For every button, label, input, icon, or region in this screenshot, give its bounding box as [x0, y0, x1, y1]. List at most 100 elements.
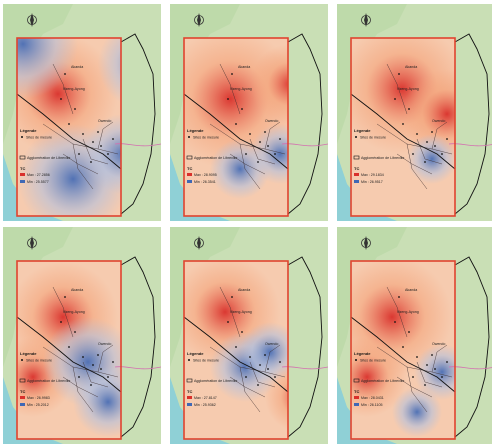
measurement-site-marker — [402, 123, 404, 125]
north-arrow-icon — [194, 13, 204, 27]
study-area-frame — [183, 37, 289, 217]
town-label: Owendo — [265, 119, 278, 123]
study-area-frame — [16, 260, 122, 440]
measurement-site-marker — [257, 384, 259, 386]
scale-low-swatch — [354, 180, 359, 183]
measurement-site-marker — [74, 331, 76, 333]
map-svg: Nzeng-Ayong Owendo Akanda Légende Sites de m… — [170, 4, 328, 221]
measurement-site-marker — [100, 145, 102, 147]
coastline — [16, 316, 122, 393]
interpolation-surface — [351, 38, 455, 216]
legend-boundary-label: Agglomération de Libreville — [194, 379, 237, 383]
route-line — [448, 366, 492, 370]
town-label: Nzeng-Ayong — [230, 87, 252, 91]
legend-title: Légende — [354, 128, 371, 133]
legend: Légende Sites de mesure Agglomération de L… — [186, 128, 237, 184]
measurement-site-marker — [245, 153, 247, 155]
agglomeration-boundary — [120, 256, 156, 438]
legend-sites-label: Sites de mesure — [193, 136, 219, 140]
measurement-site-marker — [408, 108, 410, 110]
road-line — [229, 153, 266, 175]
town-label: Owendo — [98, 342, 111, 346]
measurement-site-marker — [394, 98, 396, 100]
town-label: Akanda — [238, 65, 250, 69]
measurement-site-marker — [398, 73, 400, 75]
measurement-site-marker — [68, 346, 70, 348]
measurement-site-marker — [68, 123, 70, 125]
scale-high-label: Max : 27.8147 — [194, 396, 217, 400]
route-line — [281, 366, 328, 370]
legend-title: Légende — [20, 128, 37, 133]
measurement-site-marker — [112, 138, 114, 140]
map-svg: Nzeng-Ayong Owendo Akanda Légende Sites de m… — [3, 227, 161, 444]
road-line — [386, 286, 408, 338]
interpolation-surface — [184, 261, 288, 439]
legend: Légende Sites de mesure Agglomération de L… — [19, 128, 70, 184]
road-line — [396, 376, 433, 398]
map-panel: Nzeng-Ayong Owendo Akanda Légende Sites de m… — [337, 227, 492, 444]
measurement-site-marker — [231, 73, 233, 75]
measurement-site-marker — [64, 73, 66, 75]
measurement-site-marker — [64, 296, 66, 298]
town-label: Akanda — [71, 65, 83, 69]
north-arrow-icon — [361, 13, 371, 27]
measurement-site-marker — [82, 356, 84, 358]
measurement-site-marker — [249, 133, 251, 135]
road-line — [396, 153, 433, 175]
measurement-site-marker — [424, 161, 426, 163]
map-panel: Nzeng-Ayong Owendo Akanda Légende Sites de m… — [3, 4, 161, 221]
measurement-site-marker — [259, 141, 261, 143]
map-panel: Nzeng-Ayong Owendo Akanda Légende Sites de m… — [170, 4, 328, 221]
legend-title: Légende — [354, 351, 371, 356]
legend-variable-label: TC — [187, 389, 192, 394]
town-label: Owendo — [265, 342, 278, 346]
north-arrow-icon — [361, 236, 371, 250]
measurement-site-marker — [408, 331, 410, 333]
measurement-site-marker — [259, 364, 261, 366]
map-svg: Nzeng-Ayong Owendo Akanda Légende Sites de m… — [170, 227, 328, 444]
road-line — [42, 346, 119, 378]
measurement-site-marker — [446, 361, 448, 363]
town-label: Akanda — [405, 65, 417, 69]
town-label: Nzeng-Ayong — [397, 87, 419, 91]
legend-boundary-label: Agglomération de Libreville — [194, 156, 237, 160]
legend-sites-label: Sites de mesure — [360, 136, 386, 140]
interpolation-surface — [17, 38, 121, 216]
legend-variable-label: TC — [20, 166, 25, 171]
town-label: Nzeng-Ayong — [230, 310, 252, 314]
measurement-site-marker — [100, 368, 102, 370]
study-area-frame — [183, 260, 289, 440]
road-line — [431, 121, 448, 150]
measurement-site-marker — [264, 354, 266, 356]
road-line — [209, 123, 286, 155]
road-line — [42, 123, 119, 155]
site-legend-marker — [355, 359, 357, 361]
legend-boundary-label: Agglomération de Libreville — [361, 379, 404, 383]
measurement-site-marker — [446, 138, 448, 140]
road-line — [219, 286, 241, 338]
coastline — [183, 316, 289, 393]
measurement-site-marker — [412, 153, 414, 155]
map-panel: Nzeng-Ayong Owendo Akanda Légende Sites de m… — [3, 227, 161, 444]
town-label: Nzeng-Ayong — [63, 87, 85, 91]
measurement-site-marker — [416, 133, 418, 135]
measurement-site-marker — [416, 356, 418, 358]
coastline — [16, 93, 122, 170]
interpolation-surface — [351, 261, 455, 439]
measurement-site-marker — [267, 368, 269, 370]
measurement-site-marker — [279, 361, 281, 363]
road-line — [97, 344, 114, 373]
scale-low-swatch — [187, 180, 192, 183]
town-label: Akanda — [71, 288, 83, 292]
scale-high-label: Max : 28.9095 — [194, 173, 217, 177]
site-legend-marker — [188, 136, 190, 138]
study-area-frame — [350, 37, 456, 217]
road-line — [52, 286, 74, 338]
measurement-site-marker — [78, 376, 80, 378]
road-line — [239, 143, 261, 190]
measurement-site-marker — [274, 153, 276, 155]
road-line — [431, 344, 448, 373]
agglomeration-boundary — [287, 33, 323, 215]
scale-high-swatch — [354, 396, 359, 399]
